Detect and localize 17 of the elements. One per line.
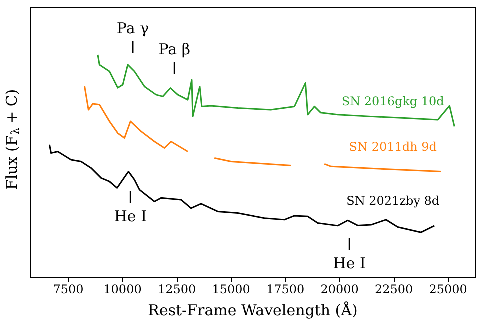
annotation: Pa β: [158, 40, 191, 58]
annotation: He I: [114, 207, 148, 226]
x-tick-label: 22500: [375, 282, 414, 296]
x-tick-label: 20000: [320, 282, 359, 296]
annotation: He I: [333, 254, 366, 272]
y-axis-title: Flux (Fλ + C): [3, 89, 22, 190]
x-tick-label: 7500: [53, 282, 84, 296]
series-label: SN 2016gkg 10d: [342, 94, 445, 109]
x-axis-title: Rest-Frame Wavelength (Å): [148, 302, 358, 320]
x-tick-label: 17500: [266, 282, 305, 296]
series-label: SN 2011dh 9d: [349, 140, 438, 154]
annotation: Pa γ: [116, 20, 150, 38]
x-tick-label: 15000: [212, 282, 250, 296]
x-tick-label: 10000: [104, 282, 142, 296]
x-tick-label: 12500: [158, 282, 196, 296]
x-tick-label: 25000: [429, 282, 468, 296]
series-label: SN 2021zby 8d: [346, 194, 440, 208]
